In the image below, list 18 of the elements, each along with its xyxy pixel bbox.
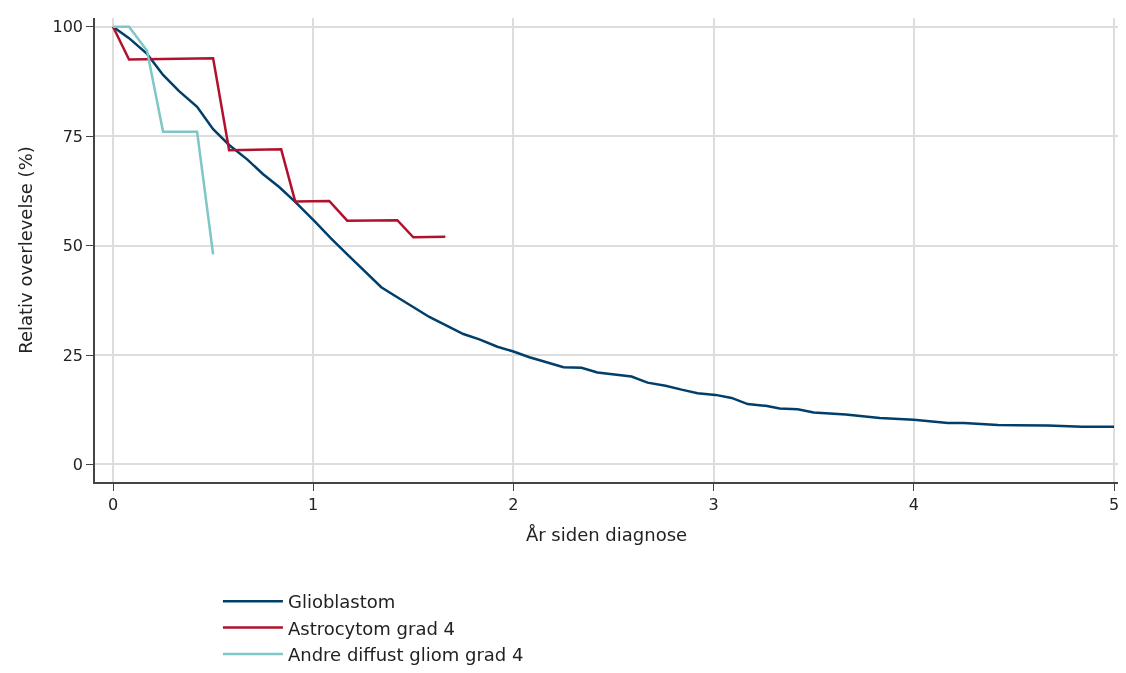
x-tick-label: 2 (508, 494, 519, 514)
y-tick-label: 50 (62, 236, 84, 256)
x-axis-title: År siden diagnose (525, 523, 688, 545)
y-tick-label: 25 (62, 345, 84, 365)
x-tick-label: 4 (908, 494, 919, 514)
legend-label: Andre diffust gliom grad 4 (287, 644, 524, 666)
y-tick-label: 100 (52, 17, 84, 37)
x-tick-label: 5 (1108, 494, 1120, 514)
line-series (111, 25, 215, 256)
line-series (111, 25, 447, 239)
y-axis-title: Relativ overlevelse (%) (15, 146, 37, 354)
x-tick-label: 0 (107, 494, 119, 514)
legend-label: Astrocytom grad 4 (287, 617, 456, 639)
y-tick-label: 0 (72, 455, 84, 475)
x-tick-label: 3 (708, 494, 719, 514)
x-tick-label: 1 (308, 494, 319, 514)
legend-label: Glioblastom (287, 591, 396, 613)
y-tick-label: 75 (62, 126, 84, 146)
